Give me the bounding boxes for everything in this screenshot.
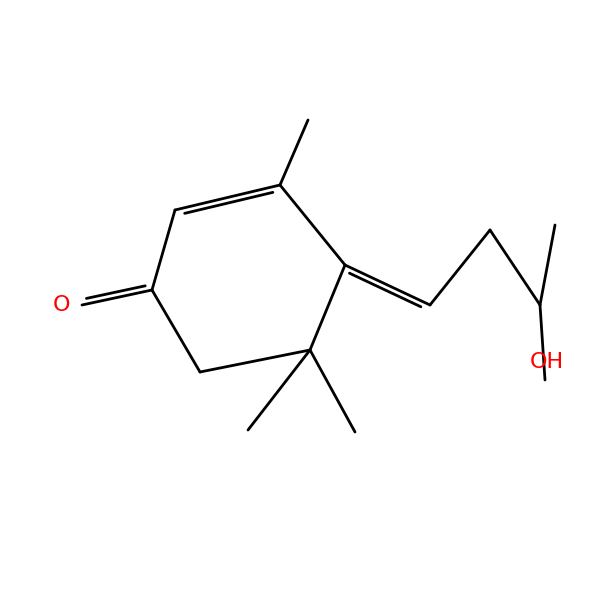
Text: O: O (53, 295, 70, 315)
Text: OH: OH (530, 352, 564, 372)
